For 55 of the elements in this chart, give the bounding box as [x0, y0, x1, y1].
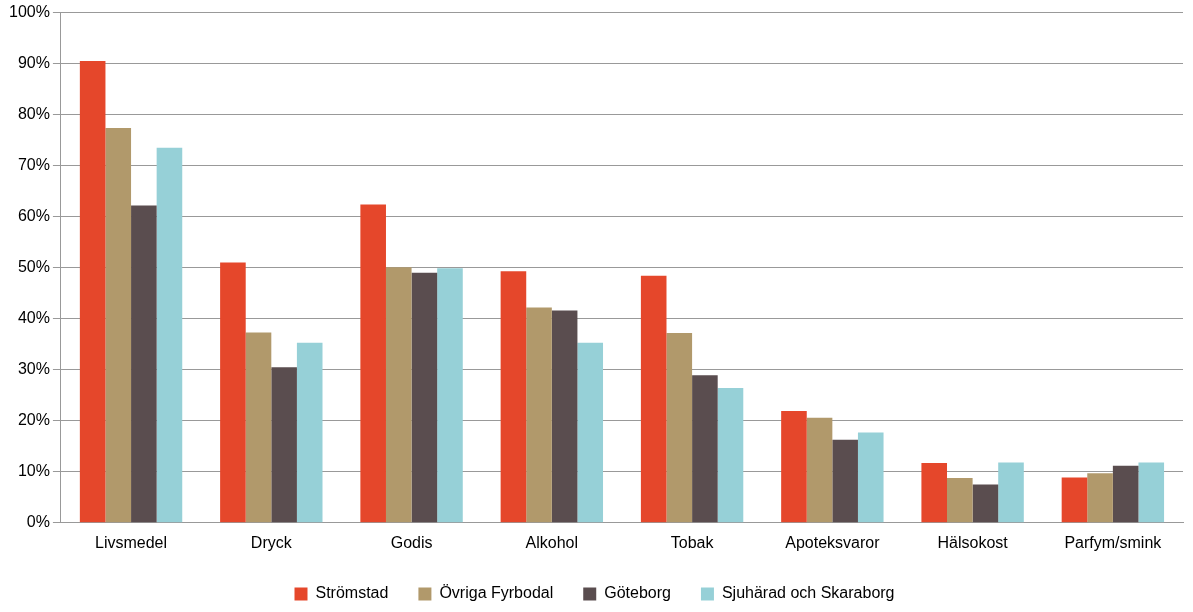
bar: [411, 272, 438, 523]
bar: [526, 307, 552, 523]
bar: [998, 462, 1024, 523]
x-tick-label: Godis: [390, 533, 433, 551]
bar: [1061, 477, 1088, 523]
x-tick-label: Hälsokost: [937, 533, 1009, 551]
y-tick-label: 30%: [17, 360, 50, 378]
y-tick-label: 10%: [17, 462, 50, 480]
bar: [551, 310, 578, 523]
bar: [832, 439, 858, 523]
bar: [500, 271, 527, 523]
bar: [1112, 465, 1139, 523]
x-tick-label: Parfym/smink: [1064, 533, 1163, 551]
bar: [79, 61, 106, 523]
bar: [921, 463, 948, 523]
bar: [640, 275, 667, 523]
y-tick-label: 70%: [17, 156, 50, 174]
x-tick-label: Tobak: [670, 533, 715, 551]
bar: [666, 333, 693, 523]
bar: [972, 484, 999, 523]
bar: [1138, 462, 1165, 523]
legend-label: Strömstad: [315, 584, 389, 602]
bar: [131, 205, 157, 523]
x-tick-label: Alkohol: [525, 533, 579, 551]
bar: [105, 127, 132, 523]
bar: [781, 411, 807, 523]
y-tick-label: 20%: [17, 411, 50, 429]
x-tick-label: Livsmedel: [95, 533, 168, 551]
bar: [360, 204, 386, 523]
y-tick-label: 50%: [17, 258, 50, 276]
bar: [296, 342, 323, 523]
x-tick-label: Dryck: [250, 533, 293, 551]
legend-label: Sjuhärad och Skaraborg: [721, 584, 895, 602]
y-tick-label: 100%: [9, 3, 50, 21]
bar: [385, 267, 412, 523]
y-tick-label: 0%: [26, 513, 50, 531]
y-tick-label: 60%: [17, 207, 50, 225]
y-tick-label: 90%: [17, 54, 50, 72]
bar: [437, 268, 463, 523]
bar: [806, 417, 833, 523]
x-tick-label: Apoteksvaror: [785, 533, 881, 551]
bar: [1087, 473, 1113, 523]
bar: [245, 332, 272, 523]
legend-label: Göteborg: [604, 584, 671, 602]
bar: [857, 432, 884, 523]
bar: [271, 367, 297, 523]
bar: [156, 147, 183, 523]
y-tick-label: 80%: [17, 105, 50, 123]
y-tick-label: 40%: [17, 309, 50, 327]
bar: [947, 477, 973, 523]
bar: [220, 262, 246, 523]
bar: [717, 388, 744, 523]
bar: [692, 375, 718, 523]
bar: [577, 342, 604, 523]
legend-label: Övriga Fyrbodal: [439, 584, 554, 602]
